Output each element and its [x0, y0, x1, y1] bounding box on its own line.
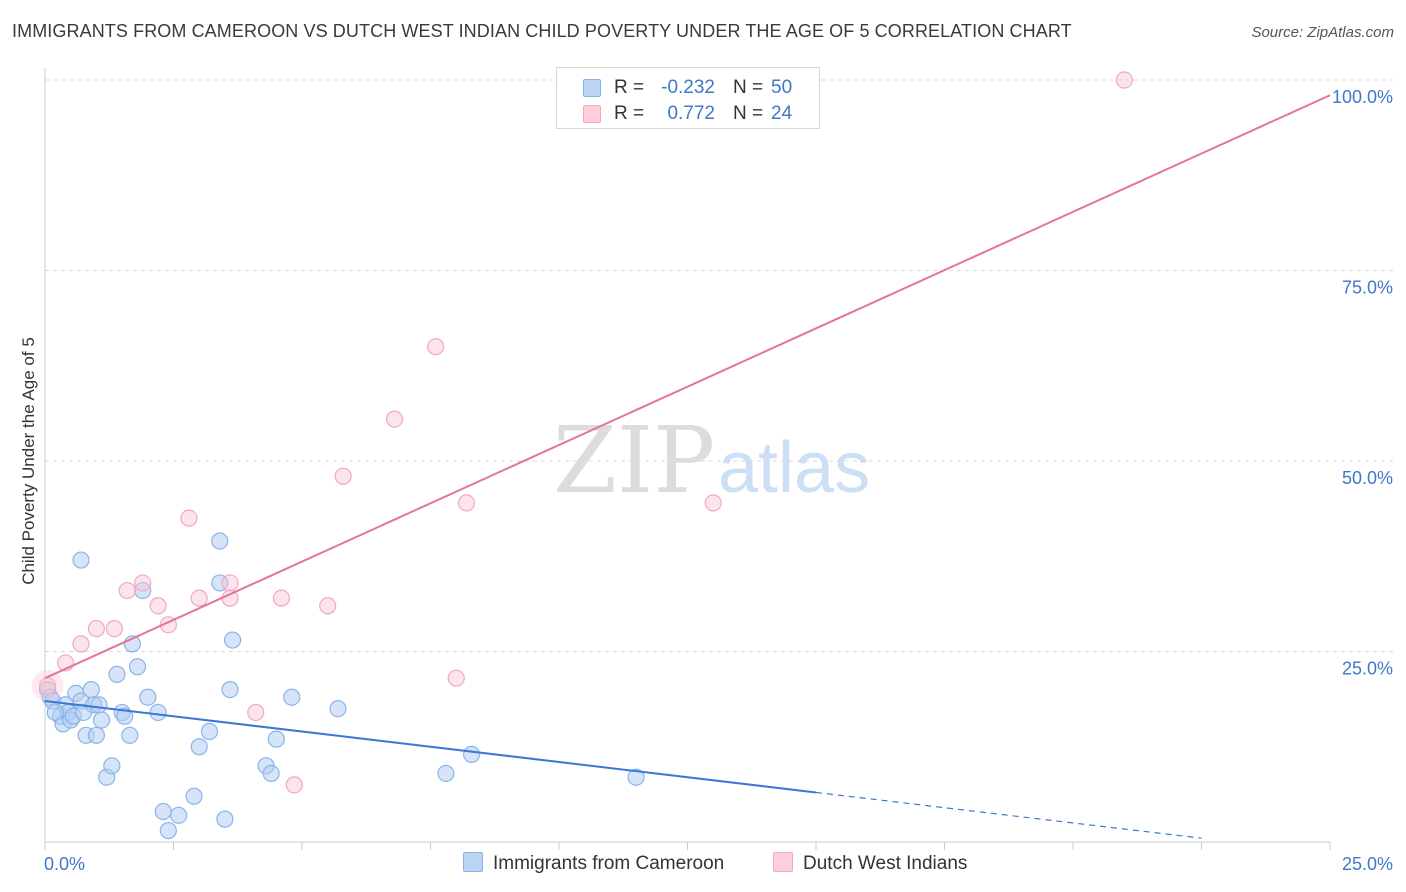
stats-legend: R = -0.232 N = 50 R = 0.772 N = 24 — [556, 67, 820, 129]
n-value: 50 — [771, 77, 793, 98]
bottom-legend-dutch-west-indian: Dutch West Indians — [773, 852, 967, 875]
legend-row-cameroon: R = -0.232 N = 50 — [557, 76, 819, 102]
y-tick-label: 50.0% — [1342, 468, 1393, 488]
cameroon-point — [170, 806, 188, 824]
r-label: R = — [614, 103, 645, 124]
dutch-west-indian-point — [447, 669, 465, 687]
cameroon-point — [108, 665, 126, 683]
dutch-west-indian-point — [385, 410, 404, 428]
cameroon-point — [200, 722, 219, 741]
cameroon-point — [216, 810, 234, 828]
cameroon-point — [159, 821, 177, 840]
dutch-west-indian-point — [134, 574, 152, 592]
cameroon-legend-swatch — [463, 852, 483, 872]
dutch-west-indian-point — [319, 597, 337, 615]
cameroon-point — [90, 696, 108, 714]
cameroon-point — [72, 551, 90, 569]
cameroon-point — [185, 787, 203, 805]
dutch-west-indian-point — [72, 635, 90, 653]
cameroon-point — [121, 726, 139, 744]
n-label: N = — [733, 77, 764, 98]
cameroon-point — [154, 802, 172, 821]
dutch-west-indian-point — [31, 669, 64, 702]
cameroon-point — [82, 680, 100, 699]
cameroon-point — [463, 745, 481, 763]
cameroon-trend-line — [44, 700, 817, 794]
cameroon-point — [262, 764, 280, 783]
dutch-west-indian-legend-label: Dutch West Indians — [803, 853, 968, 874]
watermark-zip: ZIP — [553, 407, 715, 514]
y-tick-label: 75.0% — [1342, 278, 1393, 298]
cameroon-point — [149, 703, 167, 722]
cameroon-point — [116, 707, 134, 725]
r-value: 0.772 — [667, 103, 715, 124]
cameroon-point — [211, 532, 229, 550]
y-axis-title: Child Poverty Under the Age of 5 — [19, 337, 38, 585]
dutch-west-indian-trend-line — [44, 94, 1331, 680]
dutch-west-indian-point — [149, 597, 167, 615]
n-value: 24 — [771, 103, 793, 124]
dutch-west-indian-point — [427, 338, 445, 356]
cameroon-legend-label: Immigrants from Cameroon — [493, 853, 725, 874]
cameroon-point — [627, 768, 645, 786]
x-tick-label: 0.0% — [44, 854, 85, 874]
cameroon-point — [139, 688, 157, 706]
cameroon-point — [103, 757, 121, 775]
dutch-west-indian-point — [118, 581, 136, 600]
n-label: N = — [733, 103, 764, 124]
cameroon-point — [437, 764, 455, 783]
r-label: R = — [614, 77, 645, 98]
cameroon-point — [190, 738, 208, 756]
cameroon-swatch — [583, 79, 601, 97]
legend-row-dutch-west-indian: R = 0.772 N = 24 — [557, 102, 819, 128]
cameroon-point — [224, 631, 242, 649]
bottom-legend-cameroon: Immigrants from Cameroon — [463, 852, 724, 875]
dutch-west-indian-point — [704, 494, 722, 512]
cameroon-point — [283, 688, 301, 706]
dutch-west-indian-point — [221, 574, 239, 592]
x-tick-label: 25.0% — [1342, 854, 1393, 874]
cameroon-point — [92, 711, 111, 729]
cameroon-point — [46, 703, 64, 722]
cameroon-point — [128, 658, 147, 676]
chart-title: IMMIGRANTS FROM CAMEROON VS DUTCH WEST I… — [12, 21, 1072, 41]
dutch-west-indian-point — [1115, 71, 1134, 89]
dutch-west-indian-point — [87, 620, 106, 638]
dutch-west-indian-point — [190, 589, 208, 607]
dutch-west-indian-legend-swatch — [773, 852, 793, 872]
cameroon-point — [329, 700, 347, 718]
y-tick-label: 25.0% — [1342, 659, 1393, 679]
y-tick-label: 100.0% — [1332, 87, 1393, 107]
dutch-west-indian-point — [457, 494, 476, 512]
cameroon-point — [221, 680, 239, 699]
dutch-west-indian-point — [285, 776, 303, 794]
source-credit: Source: ZipAtlas.com — [1251, 24, 1394, 41]
dutch-west-indian-point — [247, 703, 265, 722]
dutch-west-indian-point — [334, 467, 352, 485]
r-value: -0.232 — [661, 77, 715, 98]
cameroon-trend-extension — [815, 791, 1202, 839]
dutch-west-indian-point — [180, 509, 198, 527]
cameroon-point — [267, 730, 285, 748]
dutch-west-indian-swatch — [583, 105, 601, 123]
dutch-west-indian-point — [105, 620, 123, 638]
dutch-west-indian-point — [272, 589, 291, 607]
watermark-atlas: atlas — [718, 428, 870, 508]
cameroon-point — [87, 726, 106, 744]
